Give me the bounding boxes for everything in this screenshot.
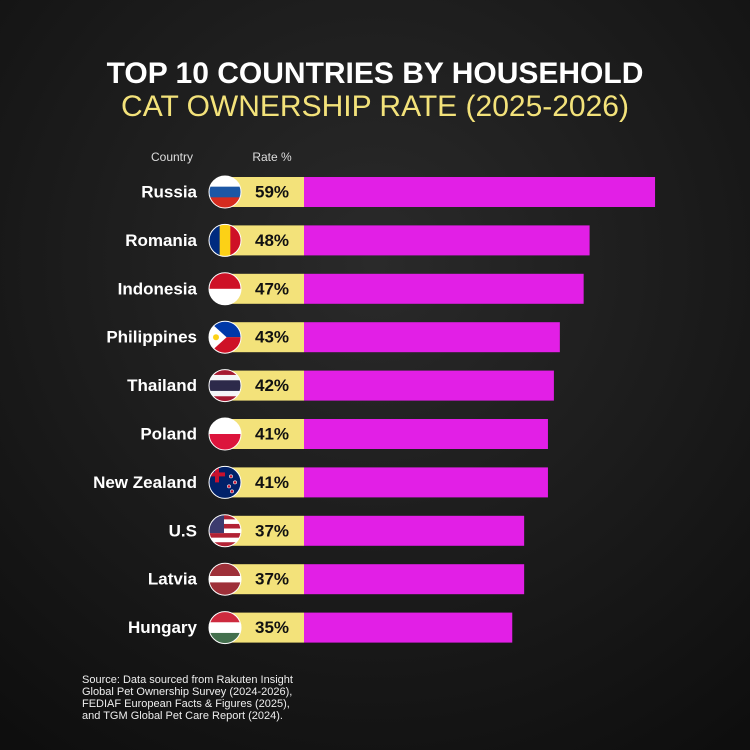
category-label: Poland bbox=[140, 424, 197, 443]
flag-star bbox=[233, 480, 237, 485]
source-line: FEDIAF European Facts & Figures (2025), bbox=[82, 698, 290, 710]
flag-stripe bbox=[209, 369, 241, 376]
category-label: New Zealand bbox=[93, 473, 197, 492]
bar bbox=[304, 467, 548, 498]
bar bbox=[304, 419, 548, 449]
flag-icon bbox=[209, 466, 241, 499]
flag-stripe bbox=[209, 380, 241, 387]
flag-stripe bbox=[209, 288, 241, 305]
flag-stripe bbox=[209, 622, 241, 634]
flag-stripe bbox=[209, 385, 241, 392]
flag-icon bbox=[209, 272, 241, 305]
source-line: Source: Data sourced from Rakuten Insigh… bbox=[82, 674, 293, 686]
bar bbox=[304, 515, 525, 546]
value-label: 48% bbox=[255, 231, 289, 250]
flag-ring bbox=[208, 272, 242, 306]
flag-icon bbox=[209, 514, 241, 547]
value-label: 37% bbox=[255, 521, 289, 540]
flag-stripe bbox=[209, 434, 241, 450]
flag-stripe bbox=[209, 588, 241, 596]
flag-stripe bbox=[209, 523, 241, 530]
flag-icon bbox=[209, 611, 241, 644]
flag-stripe bbox=[209, 582, 241, 590]
value-label: 59% bbox=[255, 182, 289, 201]
value-label: 37% bbox=[255, 570, 289, 589]
flag-stripe bbox=[230, 224, 241, 257]
flag-stripe bbox=[209, 611, 241, 623]
flag-stripe bbox=[209, 418, 241, 435]
flag-stripe bbox=[209, 396, 241, 402]
flag-stripe bbox=[209, 390, 241, 397]
flag-stripe bbox=[209, 533, 241, 539]
category-label: Latvia bbox=[148, 570, 198, 589]
source-line: Global Pet Ownership Survey (2024-2026), bbox=[82, 686, 292, 698]
flag-stripe bbox=[209, 576, 241, 583]
category-label: Romania bbox=[125, 231, 197, 250]
flag-icon bbox=[209, 418, 241, 450]
flag-ring bbox=[208, 514, 242, 548]
flag-stripe bbox=[209, 542, 241, 547]
flag-icon bbox=[209, 176, 241, 208]
category-label: U.S bbox=[169, 521, 197, 540]
flag-stripe bbox=[209, 569, 241, 577]
flag-stripe bbox=[209, 176, 241, 188]
value-label: 47% bbox=[255, 279, 289, 298]
flag-stripe bbox=[219, 224, 231, 257]
bar bbox=[304, 177, 656, 207]
flag-ring bbox=[208, 369, 242, 403]
value-header: Rate % bbox=[252, 150, 292, 164]
flag-stripe bbox=[209, 632, 241, 644]
flag-sun bbox=[213, 334, 219, 341]
flag-star bbox=[230, 489, 234, 494]
value-label: 35% bbox=[255, 618, 289, 637]
category-label: Thailand bbox=[127, 376, 197, 395]
flag-stripe bbox=[209, 224, 221, 257]
bar bbox=[304, 225, 590, 256]
bar bbox=[304, 322, 560, 353]
flag-icon bbox=[209, 563, 241, 596]
flag-ring bbox=[208, 465, 242, 499]
flag-stripe bbox=[209, 563, 241, 571]
bar bbox=[304, 564, 525, 595]
flag-ring bbox=[208, 562, 242, 596]
source-line: and TGM Global Pet Care Report (2024). bbox=[82, 710, 283, 722]
bar bbox=[304, 612, 513, 643]
flag-ring bbox=[208, 417, 242, 451]
chart-title: TOP 10 COUNTRIES BY HOUSEHOLD bbox=[107, 57, 644, 90]
flag-stripe bbox=[209, 186, 241, 198]
flag-ring bbox=[208, 320, 242, 354]
flag-cross bbox=[215, 466, 219, 483]
category-label: Philippines bbox=[106, 328, 197, 347]
flag-icon bbox=[209, 224, 241, 257]
flag-star bbox=[229, 474, 233, 479]
bar bbox=[304, 273, 584, 304]
category-header: Country bbox=[151, 150, 193, 164]
flag-ring bbox=[208, 223, 242, 257]
flag-stripe bbox=[209, 272, 241, 290]
flag-stripe bbox=[209, 519, 241, 525]
flag-icon bbox=[209, 321, 241, 354]
flag-ring bbox=[208, 611, 242, 645]
category-label: Indonesia bbox=[118, 279, 198, 298]
flag-stripe bbox=[209, 528, 241, 534]
category-label: Russia bbox=[141, 182, 197, 201]
value-label: 42% bbox=[255, 376, 289, 395]
flag-stripe bbox=[209, 374, 241, 381]
flag-stripe bbox=[209, 537, 241, 543]
flag-stripe bbox=[209, 197, 241, 208]
bar bbox=[304, 370, 554, 401]
flag-stripe bbox=[209, 514, 241, 520]
category-label: Hungary bbox=[128, 618, 198, 637]
value-label: 43% bbox=[255, 328, 289, 347]
flag-ring bbox=[208, 175, 242, 209]
flag-star bbox=[227, 484, 231, 489]
value-label: 41% bbox=[255, 424, 289, 443]
value-label: 41% bbox=[255, 473, 289, 492]
chart-subtitle: CAT OWNERSHIP RATE (2025-2026) bbox=[121, 90, 629, 123]
source-note: Source: Data sourced from Rakuten Insigh… bbox=[82, 674, 293, 722]
flag-icon bbox=[209, 369, 241, 402]
